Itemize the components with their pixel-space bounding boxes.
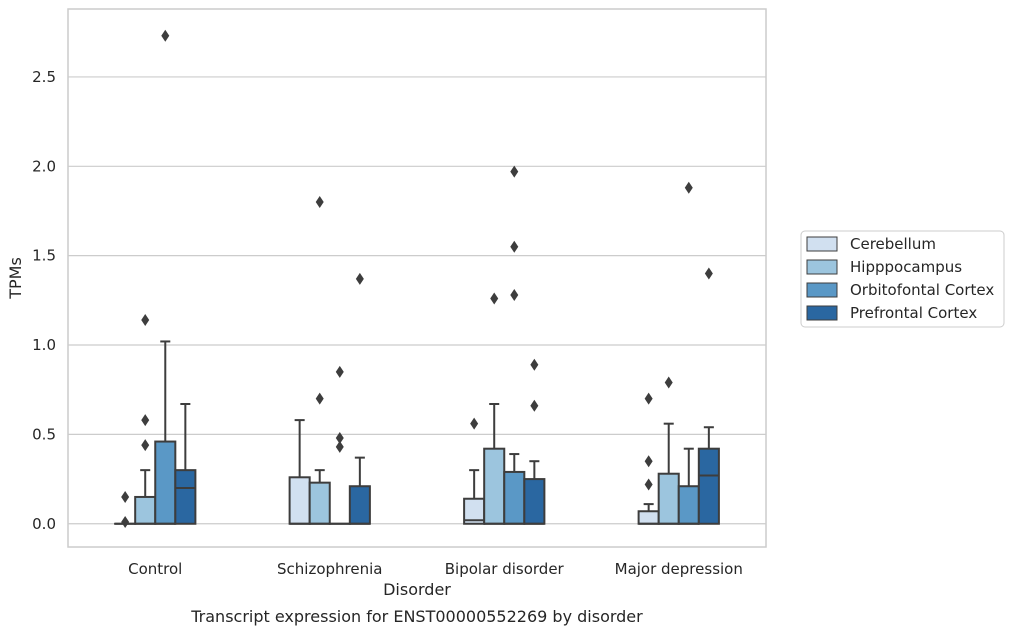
chart-title: Transcript expression for ENST0000055226… <box>190 607 643 626</box>
legend-swatch <box>807 306 837 320</box>
legend-label: Hipppocampus <box>850 258 962 276</box>
y-tick-label: 0.5 <box>32 425 56 443</box>
y-tick-labels: 0.0 0.5 1.0 1.5 2.0 2.5 <box>32 68 56 533</box>
box <box>679 486 699 524</box>
legend-label: Cerebellum <box>850 235 936 253</box>
x-tick-labels: Control Schizophrenia Bipolar disorder Majo… <box>128 560 743 578</box>
y-tick-label: 2.5 <box>32 68 56 86</box>
legend-swatch <box>807 260 837 274</box>
legend-label: Prefrontal Cortex <box>850 304 977 322</box>
box <box>350 486 370 524</box>
legend-swatch <box>807 283 837 297</box>
legend: Cerebellum Hipppocampus Orbitofontal Corte… <box>801 231 1004 327</box>
x-axis-label: Disorder <box>383 580 451 599</box>
box <box>524 479 544 524</box>
legend-swatch <box>807 237 837 251</box>
legend-label: Orbitofontal Cortex <box>850 281 994 299</box>
box <box>659 474 679 524</box>
y-axis-label: TPMs <box>6 257 25 300</box>
box <box>310 483 330 524</box>
y-tick-label: 0.0 <box>32 515 56 533</box>
box <box>175 470 195 524</box>
y-tick-label: 2.0 <box>32 157 56 175</box>
x-tick-label: Major depression <box>615 560 743 578</box>
box <box>155 442 175 524</box>
box <box>504 472 524 524</box>
x-tick-label: Bipolar disorder <box>445 560 565 578</box>
box <box>290 477 310 523</box>
x-tick-label: Control <box>128 560 182 578</box>
x-tick-label: Schizophrenia <box>277 560 382 578</box>
y-tick-label: 1.5 <box>32 247 56 265</box>
box <box>484 449 504 524</box>
box <box>135 497 155 524</box>
box <box>699 449 719 524</box>
box <box>639 511 659 524</box>
y-tick-label: 1.0 <box>32 336 56 354</box>
